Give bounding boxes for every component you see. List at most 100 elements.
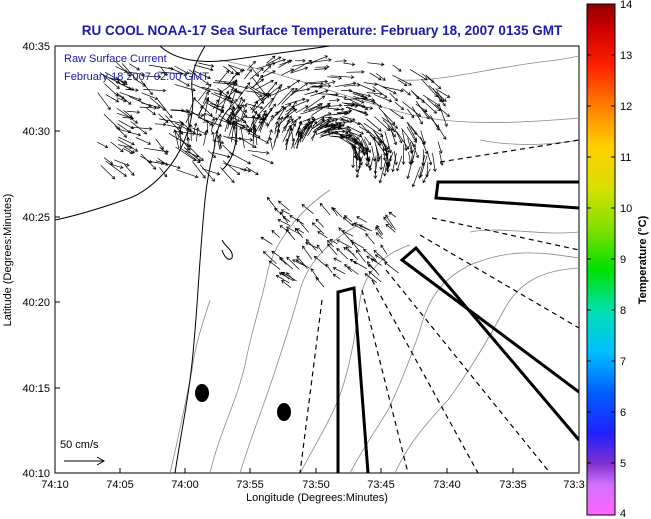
current-vector — [327, 239, 334, 248]
colorbar-ticks — [587, 54, 615, 464]
current-vector — [385, 214, 396, 231]
current-vector — [159, 167, 168, 178]
current-vector — [334, 81, 357, 88]
current-vector — [220, 167, 235, 184]
current-vector — [268, 58, 286, 66]
current-vector — [237, 81, 251, 99]
current-vector — [271, 250, 280, 257]
current-vector — [177, 78, 190, 87]
contour-line — [169, 299, 211, 473]
current-vector — [248, 132, 270, 144]
current-vector — [336, 239, 352, 249]
current-vector — [299, 123, 308, 133]
current-vector — [262, 107, 273, 122]
current-vector — [160, 66, 168, 76]
current-vector — [365, 233, 375, 245]
current-vector — [268, 260, 281, 270]
current-vector — [364, 273, 378, 283]
current-vector — [353, 98, 365, 104]
current-vector — [249, 107, 269, 127]
current-vector — [324, 111, 348, 116]
current-vector — [326, 118, 339, 123]
current-vector — [202, 112, 207, 124]
y-tick-label: 40:30 — [22, 126, 50, 138]
current-vector — [315, 65, 330, 69]
current-vector — [316, 244, 323, 254]
current-vector — [368, 157, 374, 171]
current-vector — [271, 85, 291, 96]
current-vector — [281, 115, 292, 133]
current-vector — [240, 124, 261, 138]
current-vector — [319, 202, 331, 216]
current-vector — [343, 104, 359, 108]
current-vector — [346, 128, 360, 140]
current-vector — [396, 155, 403, 172]
current-vector — [352, 93, 369, 100]
current-vector — [259, 70, 276, 79]
colorbar — [586, 3, 616, 516]
current-vector — [116, 97, 127, 103]
current-vector — [155, 160, 181, 170]
current-vector — [384, 261, 399, 274]
current-vector — [401, 129, 408, 152]
current-vector — [97, 92, 111, 111]
current-vector — [332, 267, 346, 275]
current-vector — [105, 160, 128, 177]
x-tick-label: 73:55 — [236, 479, 264, 491]
wedge-south — [336, 286, 370, 473]
colorbar-tick-label: 6 — [620, 407, 626, 419]
current-vector — [419, 97, 438, 114]
current-vector — [291, 61, 314, 67]
current-vector — [411, 166, 421, 188]
current-vector — [255, 79, 274, 91]
current-vector — [290, 82, 309, 96]
x-axis-label: Longitude (Degrees:Minutes) — [246, 492, 388, 504]
current-vector — [301, 204, 314, 214]
current-vector — [100, 165, 116, 180]
current-vector — [126, 110, 141, 114]
current-vector — [113, 159, 130, 167]
current-vector — [309, 85, 323, 89]
current-vector — [235, 104, 244, 116]
current-vector — [198, 117, 223, 127]
current-vector — [363, 138, 371, 154]
current-vector — [301, 245, 313, 260]
current-vector — [339, 127, 349, 134]
current-vector — [340, 88, 353, 93]
current-vector — [356, 148, 360, 161]
current-vector — [174, 84, 196, 92]
current-vector — [432, 153, 437, 173]
current-vector — [339, 116, 350, 123]
current-vector — [343, 246, 355, 256]
current-vector — [395, 130, 403, 144]
current-vector — [223, 65, 234, 75]
current-vector — [215, 130, 221, 150]
current-vector — [193, 97, 213, 117]
current-vector — [315, 218, 324, 228]
current-vector — [155, 138, 164, 150]
current-vector — [365, 147, 371, 169]
current-vector — [265, 56, 282, 66]
current-vector — [311, 130, 317, 142]
current-vector — [295, 259, 310, 269]
current-vector — [305, 95, 326, 110]
current-vector — [218, 133, 223, 150]
current-vector — [439, 107, 448, 128]
current-vector — [130, 126, 153, 131]
current-vector — [192, 69, 211, 80]
current-vector — [116, 107, 139, 124]
current-vector — [302, 116, 315, 122]
current-vector — [351, 103, 374, 110]
current-vector — [359, 126, 370, 133]
current-vector — [315, 128, 331, 136]
current-vector — [222, 160, 241, 176]
current-vector — [121, 63, 138, 81]
current-vector — [378, 159, 387, 184]
x-tick-label: 73:35 — [499, 479, 527, 491]
current-vector — [388, 151, 394, 163]
current-vector — [309, 81, 324, 86]
current-vector — [277, 87, 294, 106]
current-vector — [289, 215, 305, 225]
current-vector — [259, 112, 266, 130]
